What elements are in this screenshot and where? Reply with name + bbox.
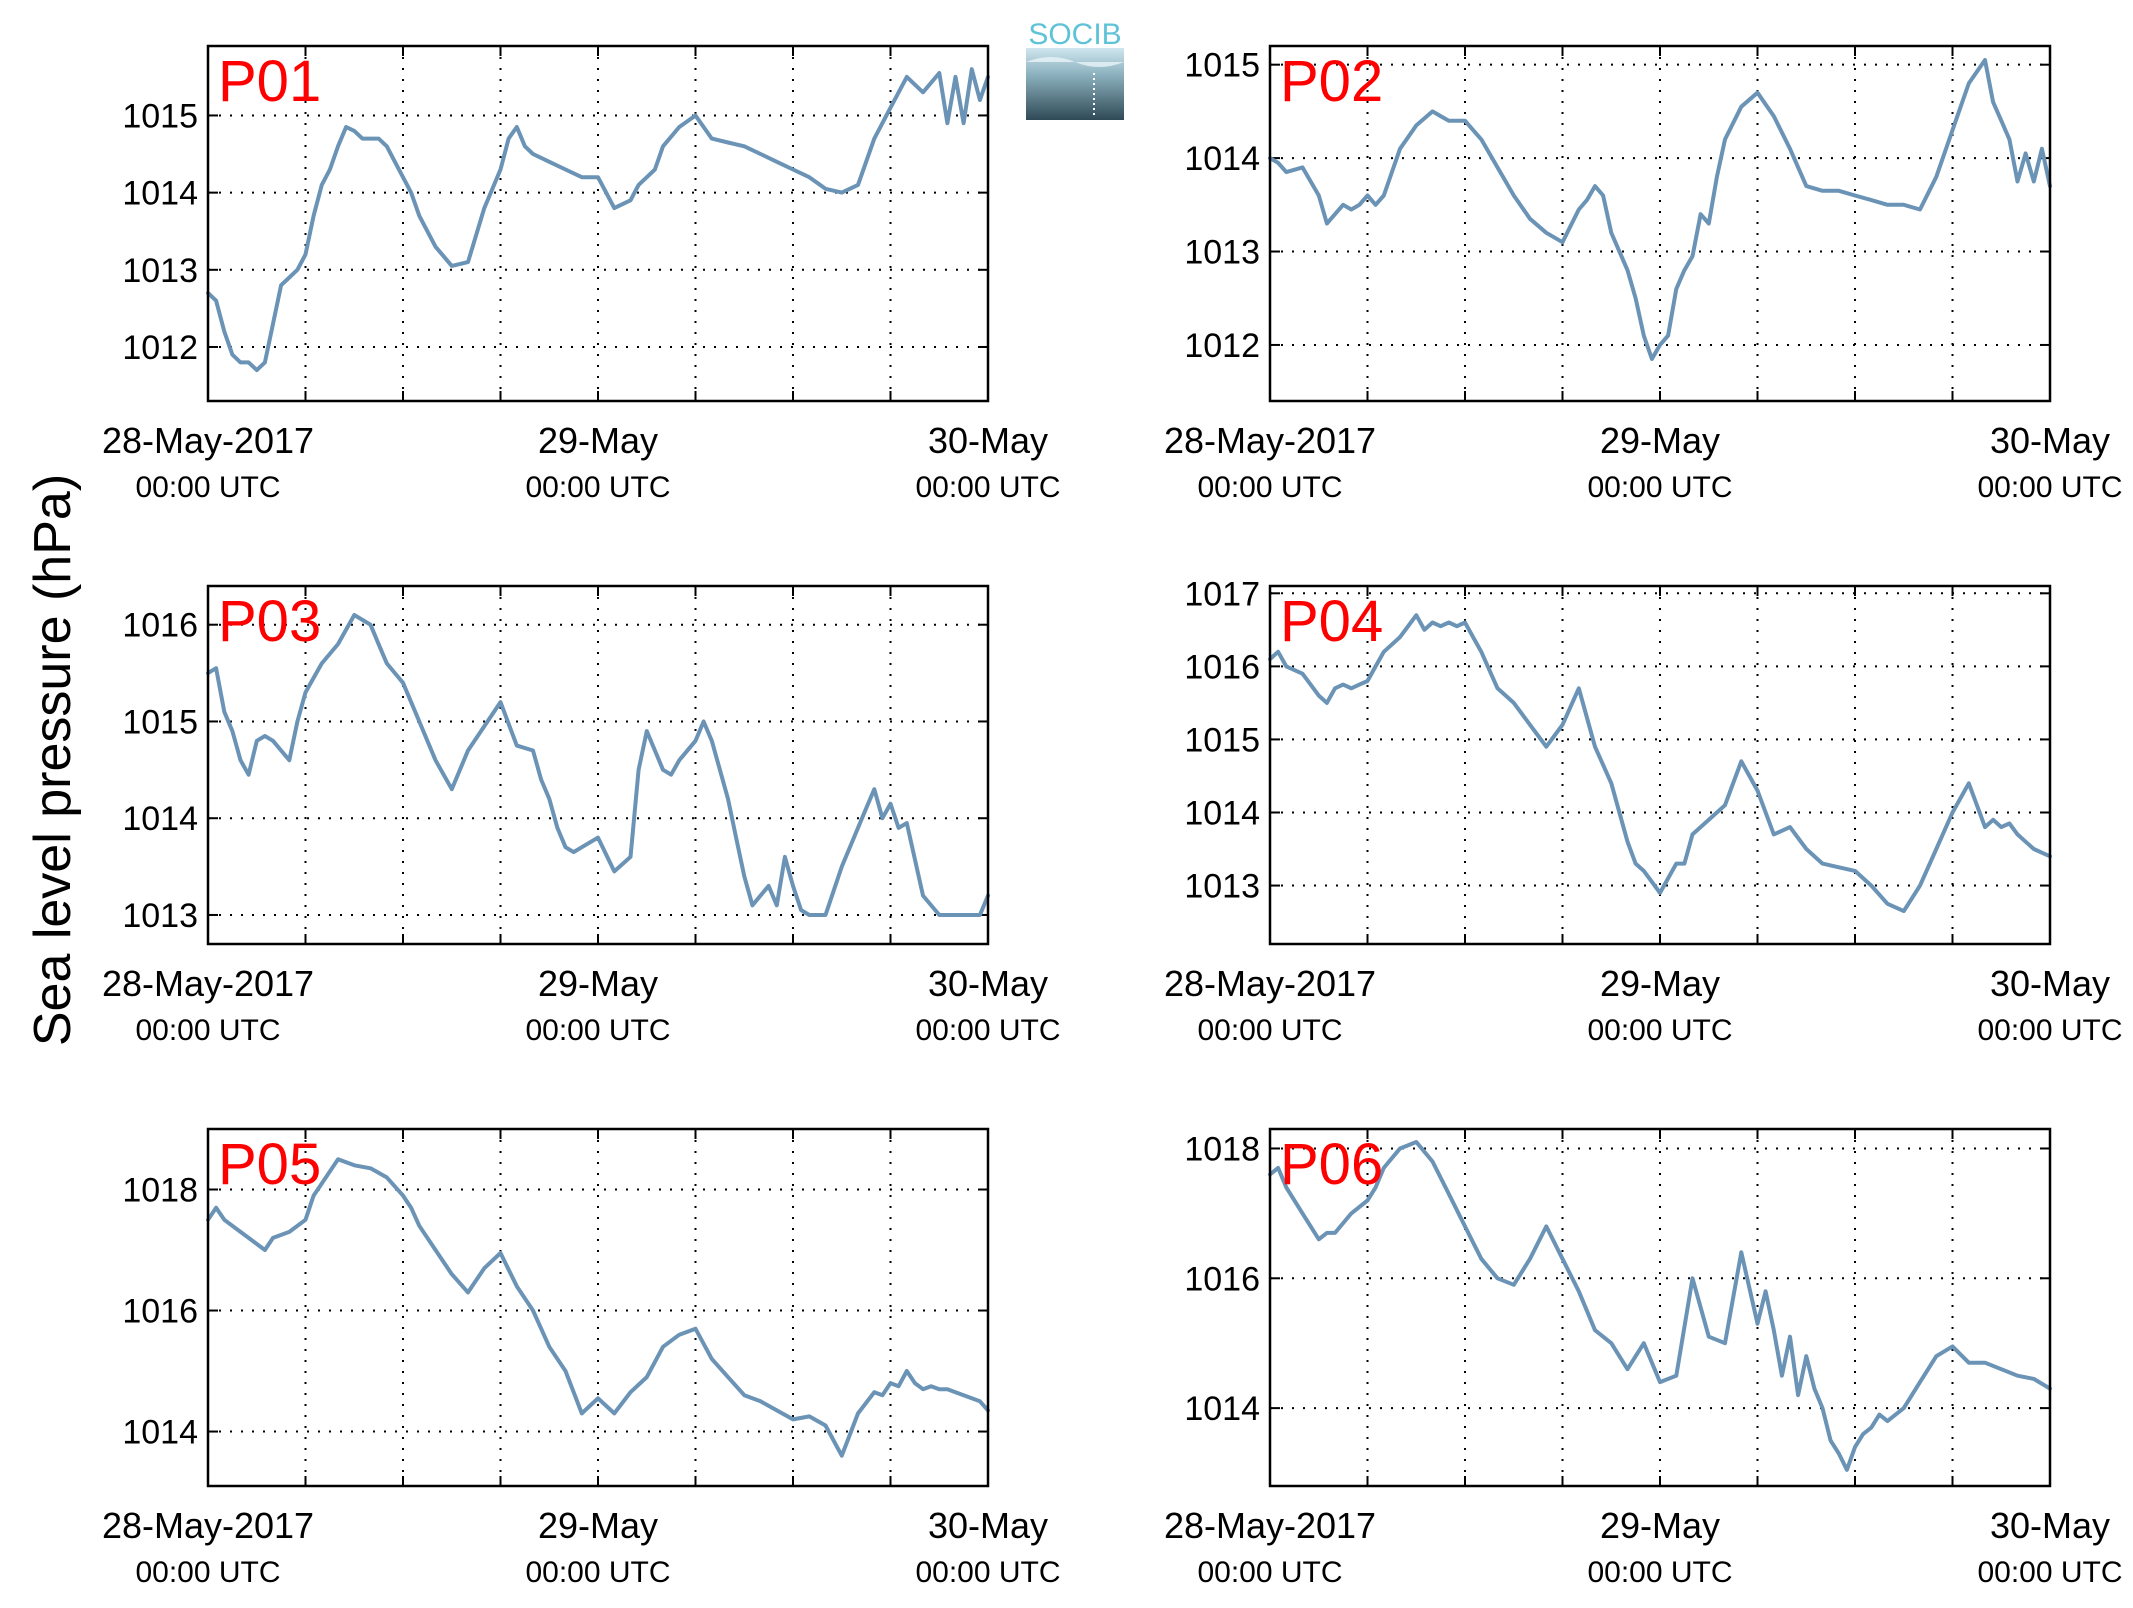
x-tick-time-label: 00:00 UTC <box>1587 471 1732 504</box>
y-tick-label: 1016 <box>1184 1260 1260 1298</box>
x-tick-date-label: 30-May <box>928 963 1048 1004</box>
y-tick-label: 1014 <box>122 175 198 213</box>
y-tick-label: 1013 <box>122 252 198 290</box>
y-tick-label: 1015 <box>1184 47 1260 85</box>
x-tick-time-label: 00:00 UTC <box>135 471 280 504</box>
x-tick-date-label: 28-May-2017 <box>102 420 314 461</box>
y-tick-label: 1016 <box>122 607 198 645</box>
panel-title: P02 <box>1280 49 1383 114</box>
panel-title: P05 <box>218 1132 321 1197</box>
panel-p06: 1014 1016 1018 28-May-2017 00:00 UTC 29-May 00… <box>1164 1127 2123 1589</box>
x-tick-time-label: 00:00 UTC <box>1977 471 2122 504</box>
socib-logo: SOCIB <box>1026 18 1124 120</box>
x-tick-date-label: 28-May-2017 <box>1164 963 1376 1004</box>
y-tick-label: 1014 <box>122 800 198 838</box>
y-tick-label: 1014 <box>1184 794 1260 832</box>
y-tick-label: 1018 <box>1184 1130 1260 1168</box>
x-tick-time-label: 00:00 UTC <box>1977 1014 2122 1047</box>
x-tick-time-label: 00:00 UTC <box>1197 471 1342 504</box>
y-tick-label: 1012 <box>122 329 198 367</box>
x-tick-date-label: 29-May <box>1600 1505 1720 1546</box>
x-tick-date-label: 29-May <box>1600 963 1720 1004</box>
y-tick-label: 1014 <box>1184 1390 1260 1428</box>
x-tick-date-label: 29-May <box>538 963 658 1004</box>
x-tick-date-label: 30-May <box>1990 963 2110 1004</box>
panel-p01: 1012 1013 1014 1015 28-May-2017 00:00 UTC 29-M… <box>102 44 1061 504</box>
x-tick-date-label: 29-May <box>538 420 658 461</box>
x-tick-date-label: 30-May <box>1990 420 2110 461</box>
x-tick-time-label: 00:00 UTC <box>915 471 1060 504</box>
axes-frame <box>206 1127 990 1488</box>
logo-text: SOCIB <box>1028 18 1121 51</box>
x-tick-time-label: 00:00 UTC <box>1197 1556 1342 1589</box>
x-tick-date-label: 28-May-2017 <box>1164 420 1376 461</box>
panel-p03: 1013 1014 1015 1016 28-May-2017 00:00 UTC 29-M… <box>102 584 1061 1047</box>
x-tick-time-label: 00:00 UTC <box>135 1014 280 1047</box>
x-tick-date-label: 30-May <box>1990 1505 2110 1546</box>
pressure-series-line <box>206 1157 990 1458</box>
x-tick-date-label: 28-May-2017 <box>102 963 314 1004</box>
pressure-series-line <box>206 67 990 373</box>
panel-p05: 1014 1016 1018 28-May-2017 00:00 UTC 29-May 00… <box>102 1127 1061 1589</box>
x-tick-time-label: 00:00 UTC <box>1587 1014 1732 1047</box>
y-tick-label: 1013 <box>1184 868 1260 906</box>
y-axis-label: Sea level pressure (hPa) <box>24 474 82 1046</box>
x-tick-time-label: 00:00 UTC <box>1197 1014 1342 1047</box>
panel-p02: 1012 1013 1014 1015 28-May-2017 00:00 UTC 29-M… <box>1164 44 2123 504</box>
axes-frame <box>206 584 990 946</box>
axes-frame <box>1268 1127 2052 1488</box>
pressure-series-line <box>1268 1140 2052 1472</box>
y-tick-label: 1014 <box>1184 140 1260 178</box>
x-tick-date-label: 30-May <box>928 1505 1048 1546</box>
x-tick-time-label: 00:00 UTC <box>1977 1556 2122 1589</box>
x-tick-date-label: 29-May <box>1600 420 1720 461</box>
panel-title: P04 <box>1280 589 1383 654</box>
y-tick-label: 1014 <box>122 1414 198 1452</box>
axes-frame <box>206 44 990 403</box>
y-tick-label: 1016 <box>1184 648 1260 686</box>
panel-p04: 1013 1014 1015 1016 1017 28-May-2017 00:00 UTC… <box>1164 575 2123 1047</box>
pressure-series-line <box>206 613 990 917</box>
y-tick-label: 1018 <box>122 1172 198 1210</box>
x-tick-time-label: 00:00 UTC <box>915 1014 1060 1047</box>
axes-frame <box>1268 44 2052 403</box>
y-tick-label: 1015 <box>1184 721 1260 759</box>
x-tick-time-label: 00:00 UTC <box>525 1014 670 1047</box>
x-tick-time-label: 00:00 UTC <box>525 471 670 504</box>
y-tick-label: 1015 <box>122 703 198 741</box>
panel-title: P03 <box>218 589 321 654</box>
pressure-series-line <box>1268 613 2052 914</box>
y-tick-label: 1013 <box>122 897 198 935</box>
y-tick-label: 1016 <box>122 1293 198 1331</box>
x-tick-date-label: 28-May-2017 <box>102 1505 314 1546</box>
panel-title: P06 <box>1280 1132 1383 1197</box>
y-tick-label: 1013 <box>1184 234 1260 272</box>
axes-frame <box>1268 584 2052 946</box>
y-tick-label: 1012 <box>1184 327 1260 365</box>
panel-title: P01 <box>218 49 321 114</box>
pressure-series-line <box>1268 58 2052 361</box>
y-tick-label: 1015 <box>122 97 198 135</box>
x-tick-time-label: 00:00 UTC <box>135 1556 280 1589</box>
x-tick-date-label: 29-May <box>538 1505 658 1546</box>
x-tick-time-label: 00:00 UTC <box>915 1556 1060 1589</box>
x-tick-time-label: 00:00 UTC <box>1587 1556 1732 1589</box>
y-tick-label: 1017 <box>1184 575 1260 613</box>
x-tick-time-label: 00:00 UTC <box>525 1556 670 1589</box>
x-tick-date-label: 30-May <box>928 420 1048 461</box>
x-tick-date-label: 28-May-2017 <box>1164 1505 1376 1546</box>
